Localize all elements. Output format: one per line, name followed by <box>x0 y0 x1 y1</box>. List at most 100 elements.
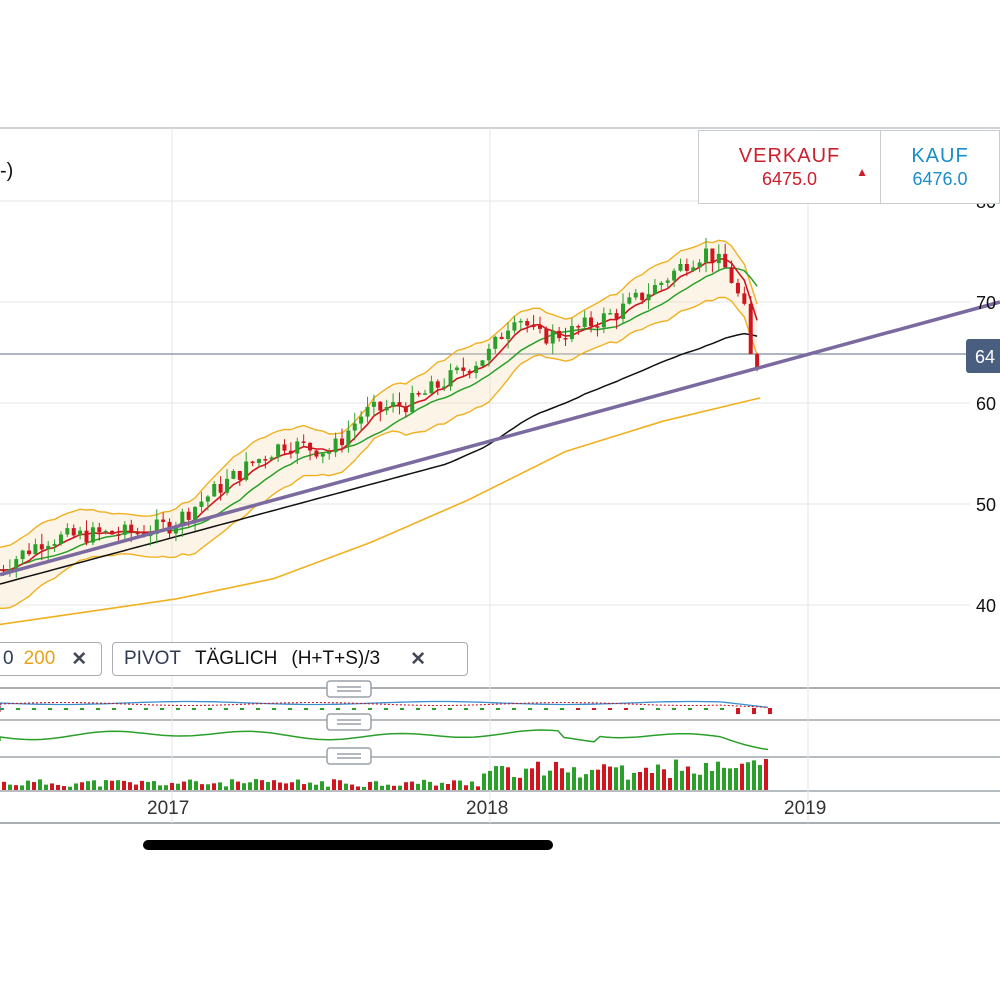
volume-bar <box>350 784 354 790</box>
candle-body <box>378 401 383 411</box>
candle-body <box>46 545 51 550</box>
candle-body <box>659 282 664 286</box>
candle-body <box>327 452 332 454</box>
candle-body <box>499 336 504 340</box>
volume-bar <box>20 785 24 790</box>
candle-body <box>371 401 376 407</box>
macd-histogram-bar <box>432 708 436 710</box>
pivot-formula: (H+T+S)/3 <box>291 648 381 669</box>
ma-200-line <box>0 397 761 626</box>
volume-bar <box>164 785 168 790</box>
macd-panel <box>0 700 772 714</box>
moving-average-indicator-pill[interactable]: 0 200 ✕ <box>0 642 102 676</box>
candle-body <box>678 263 683 271</box>
volume-bar <box>656 764 660 790</box>
macd-histogram-bar <box>656 708 660 710</box>
volume-bar <box>206 784 210 790</box>
volume-bar <box>224 786 228 790</box>
pivot-indicator-pill[interactable]: PIVOT TÄGLICH (H+T+S)/3 ✕ <box>112 642 468 676</box>
y-tick-label: 70 <box>976 293 996 313</box>
resize-handle-1[interactable] <box>326 680 372 698</box>
macd-histogram-bar <box>192 708 196 710</box>
candle-body <box>563 338 568 340</box>
home-indicator <box>143 840 553 850</box>
macd-histogram-bar <box>576 708 580 710</box>
volume-bar <box>410 781 414 790</box>
volume-bar <box>374 781 378 790</box>
candle-body <box>474 365 479 373</box>
pivot-name: PIVOT <box>124 648 182 669</box>
volume-bar <box>188 779 192 790</box>
candle-body <box>161 519 166 522</box>
candle-body <box>186 511 191 520</box>
candle-body <box>595 326 600 328</box>
y-tick-label: 40 <box>976 596 996 616</box>
macd-histogram-bar <box>256 708 260 710</box>
macd-histogram-bar <box>752 708 756 714</box>
macd-histogram-bar <box>736 708 740 714</box>
volume-bar <box>8 784 12 790</box>
candle-body <box>620 303 625 319</box>
volume-bar <box>710 770 714 790</box>
close-icon[interactable]: ✕ <box>410 648 426 670</box>
buy-button[interactable]: KAUF 6476.0 <box>881 131 999 203</box>
volume-bar <box>530 768 534 790</box>
candle-body <box>755 354 760 368</box>
macd-histogram-bar <box>512 708 516 710</box>
trendline-line <box>0 300 1000 577</box>
candle-body <box>295 441 300 454</box>
buy-price: 6476.0 <box>912 169 968 189</box>
macd-histogram-bar <box>560 708 564 710</box>
macd-histogram-bar <box>304 708 308 710</box>
sell-button[interactable]: VERKAUF 6475.0 ▲ <box>699 131 881 203</box>
ma-slow-line <box>0 332 758 585</box>
candle-body <box>518 321 523 323</box>
candle-body <box>212 484 217 497</box>
close-icon[interactable]: ✕ <box>71 648 88 670</box>
macd-histogram-bar <box>464 708 468 710</box>
candle-body <box>467 370 472 373</box>
macd-histogram-bar <box>16 708 20 710</box>
candle-body <box>244 461 249 480</box>
macd-histogram-bar <box>624 708 628 710</box>
macd-histogram-bar <box>96 708 100 710</box>
macd-histogram-bar <box>672 708 676 710</box>
trendline[interactable] <box>0 300 1000 577</box>
volume-bar <box>554 761 558 790</box>
macd-histogram-bar <box>0 708 4 710</box>
volume-bar <box>344 783 348 790</box>
volume-bar <box>296 779 300 790</box>
candle-body <box>582 317 587 328</box>
volume-bar <box>290 782 294 790</box>
macd-histogram-bar <box>704 708 708 710</box>
volume-bar <box>86 781 90 790</box>
volume-bar <box>566 772 570 790</box>
volume-bar <box>332 779 336 790</box>
resize-handle-2[interactable] <box>326 713 372 731</box>
volume-bar <box>74 783 78 790</box>
candle-body <box>486 348 491 361</box>
candle-body <box>442 386 447 388</box>
volume-bar <box>434 785 438 790</box>
candle-body <box>231 470 236 479</box>
candle-body <box>154 519 159 534</box>
volume-bar <box>680 770 684 790</box>
sell-price: 6475.0 <box>761 169 818 189</box>
volume-bar <box>764 759 768 790</box>
candle-body <box>199 501 204 507</box>
macd-histogram-bar <box>496 708 500 710</box>
macd-histogram-bar <box>288 708 292 710</box>
volume-bar <box>506 767 510 790</box>
volume-bar <box>254 779 258 790</box>
candle-body <box>633 292 638 298</box>
candle-body <box>537 325 542 329</box>
bollinger-upper-line <box>0 239 758 548</box>
volume-bar <box>578 777 582 790</box>
macd-histogram-bar <box>176 708 180 710</box>
candle-body <box>276 444 281 458</box>
ma-period-200: 200 <box>23 648 56 669</box>
volume-bar <box>44 784 48 790</box>
resize-handle-3[interactable] <box>326 747 372 765</box>
macd-histogram-bar <box>368 708 372 710</box>
